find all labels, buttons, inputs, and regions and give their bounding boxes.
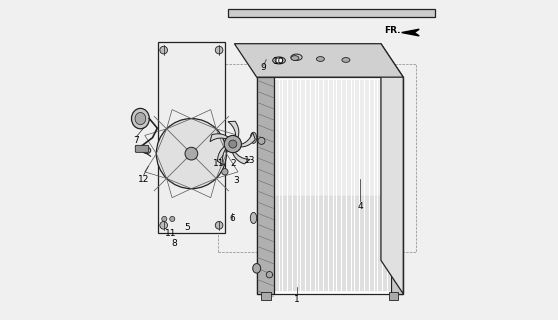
FancyBboxPatch shape — [135, 145, 148, 152]
Text: 7: 7 — [133, 136, 139, 145]
Text: 3: 3 — [233, 176, 239, 185]
Bar — [262, 292, 271, 300]
Circle shape — [215, 46, 223, 54]
Polygon shape — [158, 42, 225, 233]
Text: 11: 11 — [165, 229, 176, 238]
Polygon shape — [232, 151, 250, 164]
Circle shape — [266, 271, 273, 278]
Ellipse shape — [342, 58, 350, 62]
Text: 1: 1 — [294, 295, 300, 304]
Circle shape — [160, 221, 167, 229]
Polygon shape — [391, 77, 403, 294]
Circle shape — [160, 46, 167, 54]
Ellipse shape — [251, 212, 257, 224]
Ellipse shape — [275, 58, 283, 63]
Text: 2: 2 — [230, 159, 235, 168]
Ellipse shape — [291, 56, 299, 60]
Ellipse shape — [143, 147, 151, 154]
Circle shape — [229, 140, 237, 148]
Text: 5: 5 — [185, 223, 190, 232]
Circle shape — [162, 216, 167, 221]
Circle shape — [185, 147, 198, 160]
Ellipse shape — [253, 264, 261, 273]
Ellipse shape — [291, 54, 302, 60]
Text: 13: 13 — [244, 156, 256, 165]
Circle shape — [258, 137, 265, 144]
Ellipse shape — [316, 57, 324, 61]
Text: 9: 9 — [261, 63, 267, 72]
Text: 10: 10 — [273, 57, 284, 66]
Circle shape — [170, 216, 175, 221]
Polygon shape — [210, 134, 229, 142]
Ellipse shape — [135, 112, 146, 125]
Ellipse shape — [251, 132, 257, 143]
Ellipse shape — [273, 57, 285, 64]
Polygon shape — [402, 29, 419, 36]
Text: 8: 8 — [172, 239, 177, 248]
Text: FR.: FR. — [384, 27, 401, 36]
Text: 6: 6 — [229, 214, 235, 223]
Circle shape — [156, 119, 227, 189]
Ellipse shape — [132, 108, 150, 129]
Text: 12: 12 — [138, 175, 150, 184]
FancyBboxPatch shape — [228, 9, 435, 17]
Polygon shape — [381, 44, 403, 294]
Polygon shape — [234, 44, 403, 77]
Circle shape — [222, 169, 228, 175]
Polygon shape — [218, 146, 227, 165]
Polygon shape — [239, 132, 255, 147]
Bar — [389, 292, 398, 300]
Text: 11: 11 — [213, 159, 225, 168]
Polygon shape — [257, 77, 403, 294]
Circle shape — [224, 135, 242, 153]
Circle shape — [215, 221, 223, 229]
Polygon shape — [228, 121, 239, 139]
Text: 4: 4 — [358, 202, 363, 211]
Polygon shape — [257, 77, 274, 294]
